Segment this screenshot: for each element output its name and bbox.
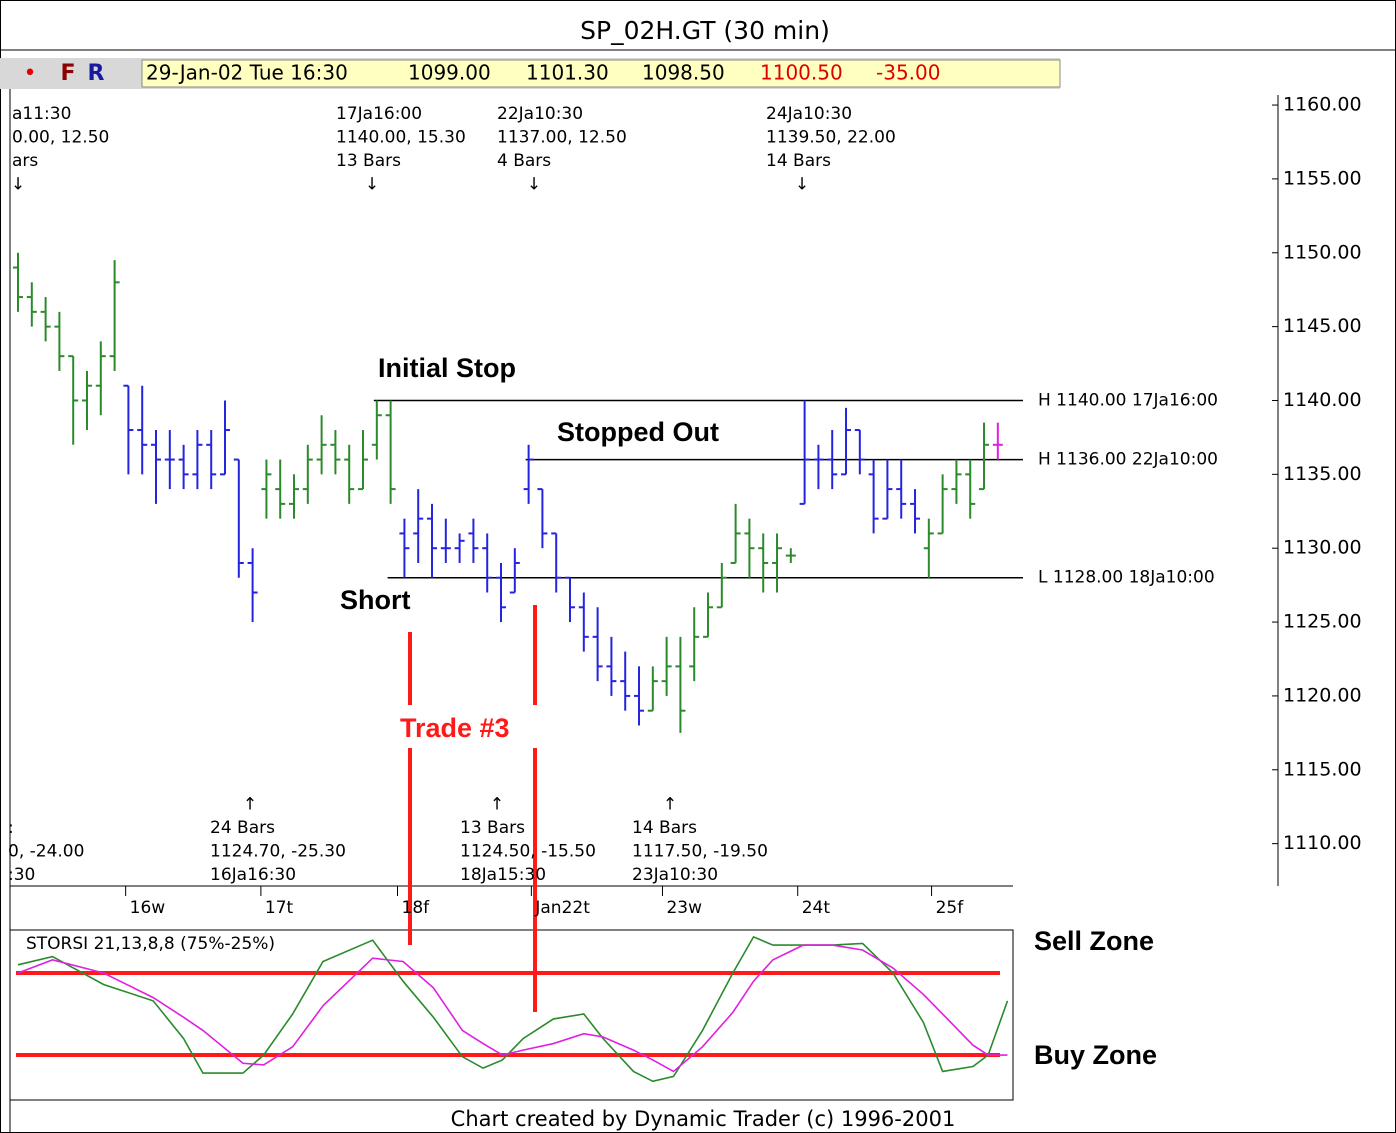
x-tick-label: 16w (130, 898, 166, 918)
swing-label: 1140.00, 15.30 (336, 128, 466, 148)
footer: Chart created by Dynamic Trader (c) 1996… (451, 1107, 956, 1131)
y-tick-label: 1150.00 (1283, 241, 1362, 263)
annotation: Initial Stop (378, 353, 516, 383)
quote-high: 1101.30 (526, 61, 609, 85)
quote-low: 1098.50 (642, 61, 725, 85)
quote-time: 29-Jan-02 Tue 16:30 (146, 61, 348, 85)
indicator-line (17, 935, 1009, 1083)
quote-open: 1099.00 (408, 61, 491, 85)
x-tick-label: 17t (265, 898, 294, 918)
zone-label: Buy Zone (1034, 1040, 1157, 1070)
zone-label: Sell Zone (1034, 926, 1154, 956)
y-tick-label: 1120.00 (1283, 684, 1362, 706)
button[interactable]: F (60, 61, 75, 86)
swing-label: 14 Bars (766, 151, 831, 171)
x-tick-label: 23w (666, 898, 702, 918)
swing-label: ↓ (527, 175, 541, 195)
indicator-title: STORSI 21,13,8,8 (75%-25%) (26, 934, 275, 954)
y-tick-label: 1130.00 (1283, 537, 1362, 559)
quote-change: -35.00 (876, 61, 940, 85)
annotation: Short (340, 585, 411, 615)
swing-label: 0.00, 12.50 (12, 128, 109, 148)
button[interactable]: R (88, 61, 105, 86)
x-tick-label: Jan22t (534, 898, 590, 918)
swing-label: ars (12, 151, 38, 171)
swing-label: 24Ja10:30 (766, 104, 852, 124)
quote-close: 1100.50 (760, 61, 843, 85)
swing-label: 4 Bars (497, 151, 551, 171)
swing-label: 1139.50, 22.00 (766, 128, 896, 148)
y-tick-label: 1115.00 (1283, 758, 1362, 780)
y-tick-label: 1155.00 (1283, 167, 1362, 189)
y-tick-label: 1140.00 (1283, 389, 1362, 411)
swing-label: 1137.00, 12.50 (497, 128, 627, 148)
swing-label: 1124.50, -15.50 (460, 842, 596, 862)
swing-label: 18Ja15:30 (460, 865, 546, 885)
swing-label: 23Ja10:30 (632, 865, 718, 885)
swing-label: ↑ (663, 795, 677, 815)
indicator-panel (9, 929, 1014, 1101)
swing-label: 0, -24.00 (8, 842, 84, 862)
swing-label: 17Ja16:00 (336, 104, 422, 124)
button[interactable]: • (24, 61, 37, 86)
swing-label: ↓ (365, 175, 379, 195)
swing-label: ↓ (11, 175, 25, 195)
swing-label: 22Ja10:30 (497, 104, 583, 124)
indicator-line (17, 944, 1008, 1073)
swing-label: 1124.70, -25.30 (210, 842, 346, 862)
swing-label: 1117.50, -19.50 (632, 842, 768, 862)
swing-label: 24 Bars (210, 818, 275, 838)
swing-label: 16Ja16:30 (210, 865, 296, 885)
swing-label: 13 Bars (460, 818, 525, 838)
swing-label: 13 Bars (336, 151, 401, 171)
x-tick-label: 24t (802, 898, 831, 918)
level-label: H 1136.00 22Ja10:00 (1038, 450, 1218, 470)
y-tick-label: 1145.00 (1283, 315, 1362, 337)
swing-label: ↓ (795, 175, 809, 195)
y-tick-label: 1110.00 (1283, 832, 1362, 854)
swing-label: : (8, 818, 14, 838)
swing-label: 14 Bars (632, 818, 697, 838)
swing-label: ↑ (243, 795, 257, 815)
swing-label: :30 (8, 865, 35, 885)
level-label: L 1128.00 18Ja10:00 (1038, 568, 1215, 588)
swing-label: ↑ (490, 795, 504, 815)
annotation: Trade #3 (400, 713, 510, 743)
chart-title: SP_02H.GT (30 min) (580, 16, 830, 45)
y-tick-label: 1160.00 (1283, 94, 1362, 116)
swing-label: a11:30 (12, 104, 71, 124)
x-tick-label: 25f (936, 898, 965, 918)
y-tick-label: 1125.00 (1283, 611, 1362, 633)
annotation: Stopped Out (557, 417, 719, 447)
trade-markers (408, 605, 537, 1012)
y-tick-label: 1135.00 (1283, 463, 1362, 485)
x-tick-label: 18f (402, 898, 431, 918)
level-label: H 1140.00 17Ja16:00 (1038, 390, 1218, 410)
quote-box (141, 59, 1061, 88)
